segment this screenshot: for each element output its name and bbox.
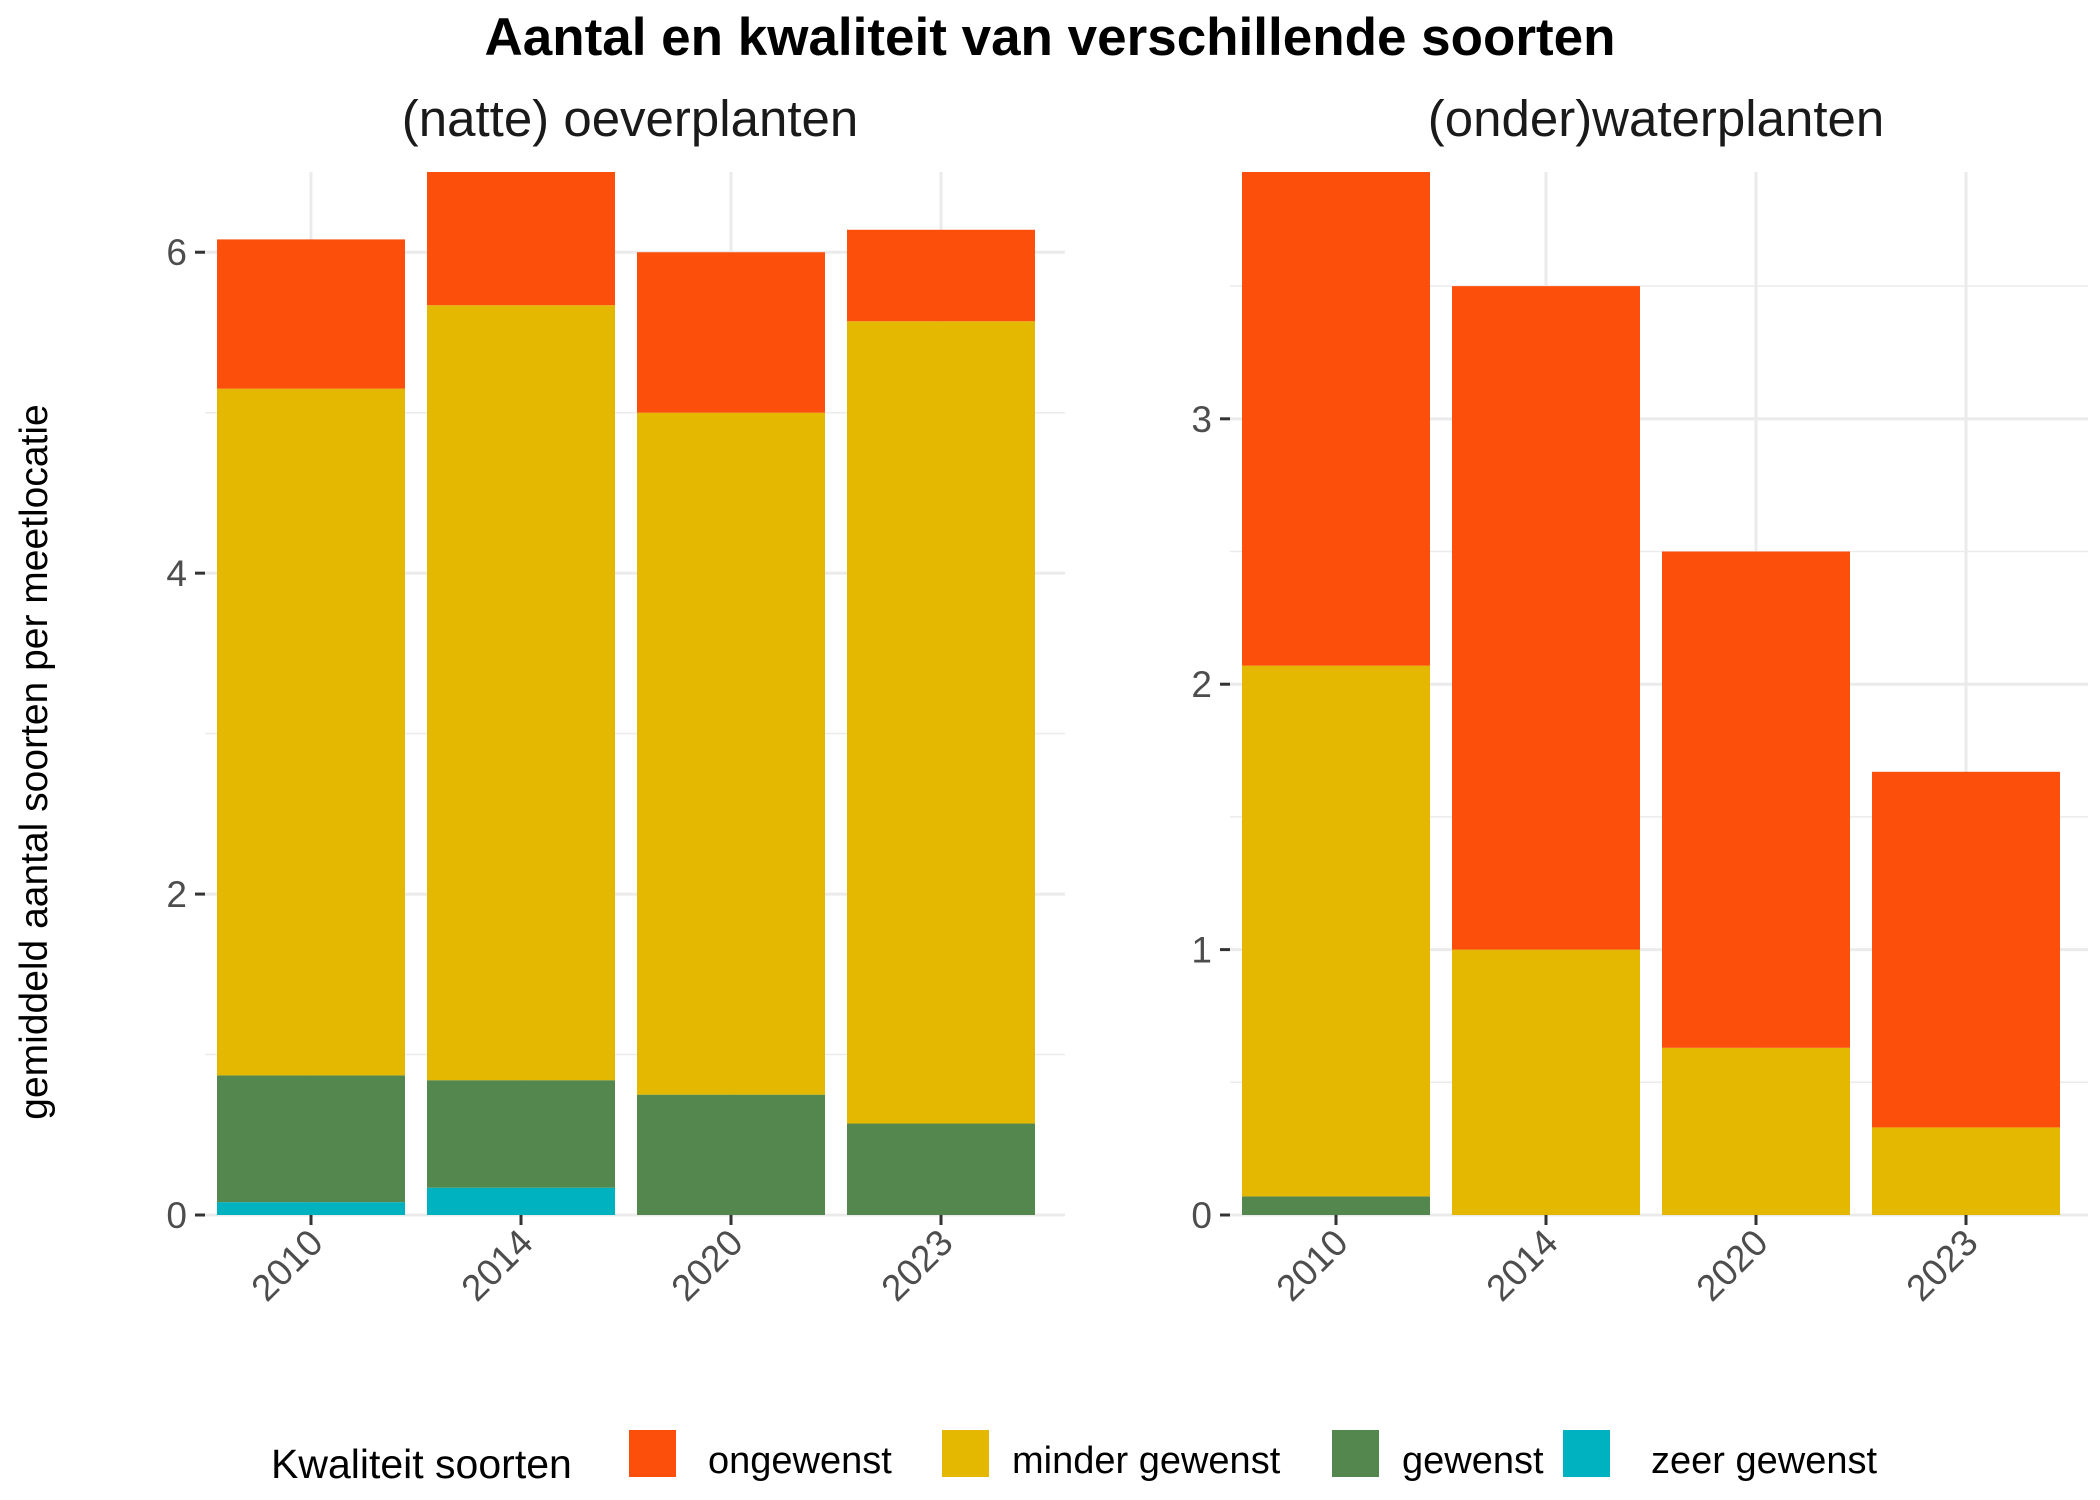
legend-key-gewenst	[1332, 1430, 1379, 1477]
chart-title: Aantal en kwaliteit van verschillende so…	[484, 8, 1615, 67]
x-tick-label: 2014	[1478, 1222, 1565, 1309]
y-tick-label: 6	[166, 232, 187, 273]
panel-title: (natte) oeverplanten	[402, 90, 858, 147]
x-tick-label: 2010	[1268, 1222, 1355, 1309]
bar-gewenst-2010	[217, 1075, 405, 1203]
x-tick-label: 2023	[1898, 1222, 1985, 1309]
bar-ongewenst-2014	[1452, 286, 1640, 950]
legend-title: Kwaliteit soorten	[271, 1441, 572, 1487]
bar-zeer-gewenst-2010	[217, 1202, 405, 1215]
x-tick-label: 2020	[1688, 1222, 1775, 1309]
legend-key-zeer-gewenst	[1563, 1430, 1610, 1477]
bar-minder-gewenst-2023	[1872, 1127, 2060, 1215]
bar-ongewenst-2010	[217, 239, 405, 389]
bar-ongewenst-2020	[637, 252, 825, 413]
bar-minder-gewenst-2010	[1242, 665, 1430, 1197]
legend-key-minder-gewenst	[942, 1430, 989, 1477]
bar-zeer-gewenst-2014	[427, 1187, 615, 1215]
panel-waterplanten: (onder)waterplanten 0 1 2 3 2010 2014 2020 2023	[1191, 90, 2088, 1309]
bar-ongewenst-2023	[1872, 771, 2060, 1128]
y-tick-label: 0	[1191, 1195, 1212, 1236]
legend-label: gewenst	[1402, 1440, 1544, 1482]
y-tick-label: 0	[166, 1195, 187, 1236]
y-tick-label: 2	[1191, 664, 1212, 705]
x-tick-label: 2020	[663, 1222, 750, 1309]
legend-key-ongewenst	[629, 1430, 676, 1477]
bar-minder-gewenst-2020	[637, 412, 825, 1095]
legend: Kwaliteit soorten ongewenst minder gewens…	[271, 1430, 1877, 1487]
bar-ongewenst-2020	[1662, 551, 1850, 1048]
bar-minder-gewenst-2023	[847, 321, 1035, 1124]
legend-label: zeer gewenst	[1651, 1440, 1877, 1482]
x-tick-label: 2023	[873, 1222, 960, 1309]
bar-ongewenst-2014	[427, 172, 615, 306]
y-tick-label: 2	[166, 874, 187, 915]
bar-gewenst-2010	[1242, 1196, 1430, 1215]
x-tick-label: 2014	[453, 1222, 540, 1309]
legend-label: ongewenst	[708, 1440, 892, 1482]
y-axis-label: gemiddeld aantal soorten per meetlocatie	[13, 404, 56, 1119]
x-tick-label: 2010	[243, 1222, 330, 1309]
bar-minder-gewenst-2014	[1452, 949, 1640, 1215]
panel-title: (onder)waterplanten	[1428, 90, 1884, 147]
bar-gewenst-2014	[427, 1080, 615, 1188]
panel-oeverplanten: (natte) oeverplanten 0 2 4 6 2010 2014 2020 2023	[166, 90, 1065, 1309]
bar-gewenst-2020	[637, 1094, 825, 1215]
bar-minder-gewenst-2020	[1662, 1047, 1850, 1215]
bar-ongewenst-2023	[847, 229, 1035, 322]
bar-ongewenst-2010	[1242, 172, 1430, 666]
bar-gewenst-2023	[847, 1123, 1035, 1215]
bar-minder-gewenst-2010	[217, 388, 405, 1076]
y-tick-label: 1	[1191, 930, 1212, 971]
legend-label: minder gewenst	[1012, 1440, 1281, 1482]
y-tick-label: 4	[166, 553, 187, 594]
y-tick-label: 3	[1191, 399, 1212, 440]
bar-minder-gewenst-2014	[427, 305, 615, 1081]
